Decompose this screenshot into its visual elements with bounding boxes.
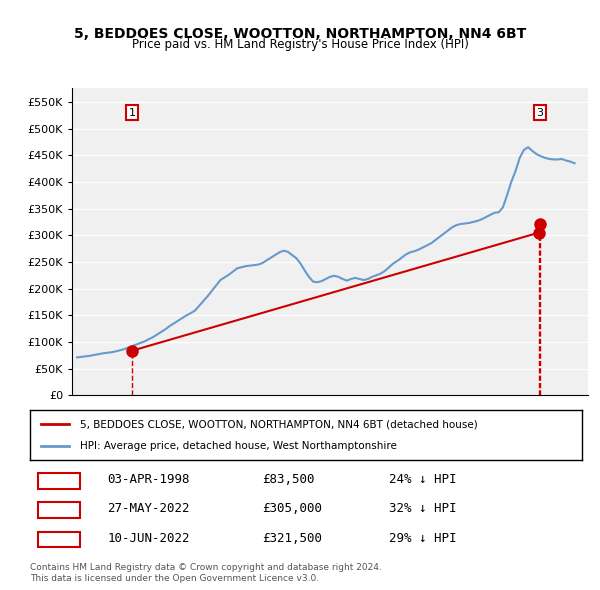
Text: Price paid vs. HM Land Registry's House Price Index (HPI): Price paid vs. HM Land Registry's House …: [131, 38, 469, 51]
Text: 29% ↓ HPI: 29% ↓ HPI: [389, 532, 457, 545]
Text: 5, BEDDOES CLOSE, WOOTTON, NORTHAMPTON, NN4 6BT (detached house): 5, BEDDOES CLOSE, WOOTTON, NORTHAMPTON, …: [80, 419, 478, 429]
Text: 2014: 2014: [388, 414, 397, 437]
FancyBboxPatch shape: [38, 473, 80, 489]
Text: 2015: 2015: [406, 414, 415, 437]
Text: 24% ↓ HPI: 24% ↓ HPI: [389, 473, 457, 486]
Text: 2024: 2024: [557, 414, 566, 437]
Text: 2017: 2017: [439, 414, 448, 437]
Text: 2012: 2012: [355, 414, 364, 437]
Text: £83,500: £83,500: [262, 473, 314, 486]
FancyBboxPatch shape: [38, 532, 80, 548]
Text: 2003: 2003: [203, 414, 212, 437]
Text: £305,000: £305,000: [262, 502, 322, 516]
Text: 2013: 2013: [371, 414, 380, 437]
Text: 2022: 2022: [523, 414, 532, 437]
Text: 2005: 2005: [236, 414, 245, 437]
Text: 2000: 2000: [152, 414, 161, 437]
Text: 2: 2: [55, 502, 62, 516]
Text: 1998: 1998: [119, 414, 128, 437]
Text: 2008: 2008: [287, 414, 296, 437]
Text: 2023: 2023: [540, 414, 549, 437]
Text: 1997: 1997: [102, 414, 111, 437]
Text: 1: 1: [55, 473, 62, 486]
Text: 2025: 2025: [574, 414, 583, 437]
Text: 1999: 1999: [136, 414, 145, 437]
Text: 5, BEDDOES CLOSE, WOOTTON, NORTHAMPTON, NN4 6BT: 5, BEDDOES CLOSE, WOOTTON, NORTHAMPTON, …: [74, 27, 526, 41]
Text: 2006: 2006: [254, 414, 263, 437]
Text: 10-JUN-2022: 10-JUN-2022: [107, 532, 190, 545]
Text: 1: 1: [128, 107, 136, 117]
Text: £321,500: £321,500: [262, 532, 322, 545]
Text: 32% ↓ HPI: 32% ↓ HPI: [389, 502, 457, 516]
Text: 2004: 2004: [220, 414, 229, 437]
Text: 3: 3: [536, 107, 544, 117]
Text: HPI: Average price, detached house, West Northamptonshire: HPI: Average price, detached house, West…: [80, 441, 397, 451]
Text: 2020: 2020: [490, 414, 499, 437]
Text: 1996: 1996: [85, 414, 94, 437]
Text: 2010: 2010: [321, 414, 330, 437]
Text: 2021: 2021: [506, 414, 515, 437]
Text: 2011: 2011: [338, 414, 347, 437]
Text: 03-APR-1998: 03-APR-1998: [107, 473, 190, 486]
Text: 2009: 2009: [304, 414, 313, 437]
Text: 1995: 1995: [68, 414, 77, 437]
Text: 2019: 2019: [473, 414, 482, 437]
Text: 2007: 2007: [271, 414, 280, 437]
Text: 2002: 2002: [186, 414, 195, 437]
Text: 3: 3: [55, 532, 62, 545]
Text: 27-MAY-2022: 27-MAY-2022: [107, 502, 190, 516]
Text: 2016: 2016: [422, 414, 431, 437]
Text: 2001: 2001: [169, 414, 178, 437]
Text: Contains HM Land Registry data © Crown copyright and database right 2024.
This d: Contains HM Land Registry data © Crown c…: [30, 563, 382, 583]
FancyBboxPatch shape: [38, 503, 80, 518]
Text: 2018: 2018: [456, 414, 465, 437]
